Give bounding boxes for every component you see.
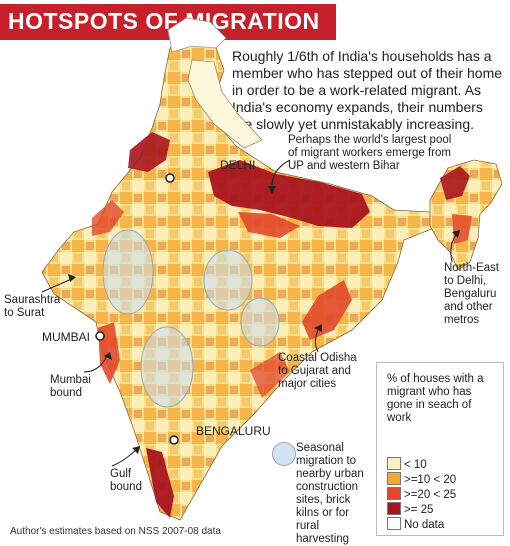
kerala-hotspot bbox=[146, 448, 174, 518]
seasonal-zone-chhattisgarh bbox=[240, 297, 280, 347]
northeast-annotation: North-East to Delhi, Bengaluru and other… bbox=[444, 262, 499, 326]
legend-item: >=20 < 25 bbox=[387, 487, 457, 501]
andhra-coast-hotspot bbox=[250, 352, 290, 398]
legend-label: >=20 < 25 bbox=[404, 489, 457, 501]
gulf-bound-annotation: Gulf bound bbox=[110, 468, 142, 493]
legend-item: No data bbox=[387, 517, 445, 531]
legend-item: >= 25 bbox=[387, 502, 434, 516]
legend-item: < 10 bbox=[387, 457, 427, 471]
arrow-heads bbox=[68, 186, 460, 454]
delhi-marker bbox=[165, 173, 175, 183]
mumbai-bound-annotation: Mumbai bound bbox=[50, 374, 91, 399]
bengaluru-label: BENGALURU bbox=[196, 424, 271, 438]
northeast-hotspot bbox=[440, 166, 470, 200]
seasonal-zone-madhya-pradesh bbox=[203, 249, 253, 311]
seasonal-zone-gujarat-rajasthan bbox=[102, 229, 154, 315]
coastal-odisha-annotation: Coastal Odisha to Gujarat and major citi… bbox=[278, 352, 357, 390]
legend-swatch bbox=[387, 517, 401, 530]
bengaluru-marker bbox=[169, 435, 179, 445]
legend-label: >= 25 bbox=[404, 504, 434, 516]
punjab-hotspot bbox=[128, 132, 170, 172]
northern-hills bbox=[187, 59, 263, 149]
saurashtra-annotation: Saurashtra to Surat bbox=[4, 294, 61, 319]
legend: % of houses with a migrant who has gone … bbox=[376, 362, 504, 536]
title-banner: HOTSPOTS OF MIGRATION bbox=[0, 4, 336, 40]
legend-swatch bbox=[387, 457, 401, 470]
up-bihar-hotspot-2 bbox=[238, 212, 300, 238]
legend-swatch bbox=[387, 472, 401, 485]
legend-swatch bbox=[387, 487, 401, 500]
up-bihar-annotation: Perhaps the world's largest pool of migr… bbox=[288, 134, 452, 172]
delhi-label: DELHI bbox=[220, 158, 256, 172]
haryana-hotspot bbox=[92, 200, 124, 236]
legend-item: >=10 < 20 bbox=[387, 472, 457, 486]
legend-label: < 10 bbox=[404, 459, 427, 471]
seasonal-ellipse-icon bbox=[272, 442, 296, 466]
intro-text: Roughly 1/6th of India's households has … bbox=[232, 48, 503, 132]
no-data-region bbox=[167, 17, 227, 53]
legend-swatch bbox=[387, 502, 401, 515]
legend-label: >=10 < 20 bbox=[404, 474, 457, 486]
seasonal-zone-maharashtra bbox=[140, 326, 194, 408]
seasonal-description: Seasonal migration to nearby urban const… bbox=[296, 442, 364, 545]
legend-title: % of houses with a migrant who has gone … bbox=[387, 373, 484, 424]
source-note: Author's estimates based on NSS 2007-08 … bbox=[10, 526, 221, 537]
arrow-gulf-bound bbox=[111, 447, 139, 467]
mumbai-label: MUMBAI bbox=[42, 330, 90, 344]
legend-label: No data bbox=[404, 519, 445, 531]
coastal-odisha-hotspot bbox=[302, 280, 352, 340]
up-bihar-hotspot bbox=[208, 160, 370, 228]
mumbai-marker bbox=[95, 331, 105, 341]
map-title: HOTSPOTS OF MIGRATION bbox=[8, 8, 320, 34]
